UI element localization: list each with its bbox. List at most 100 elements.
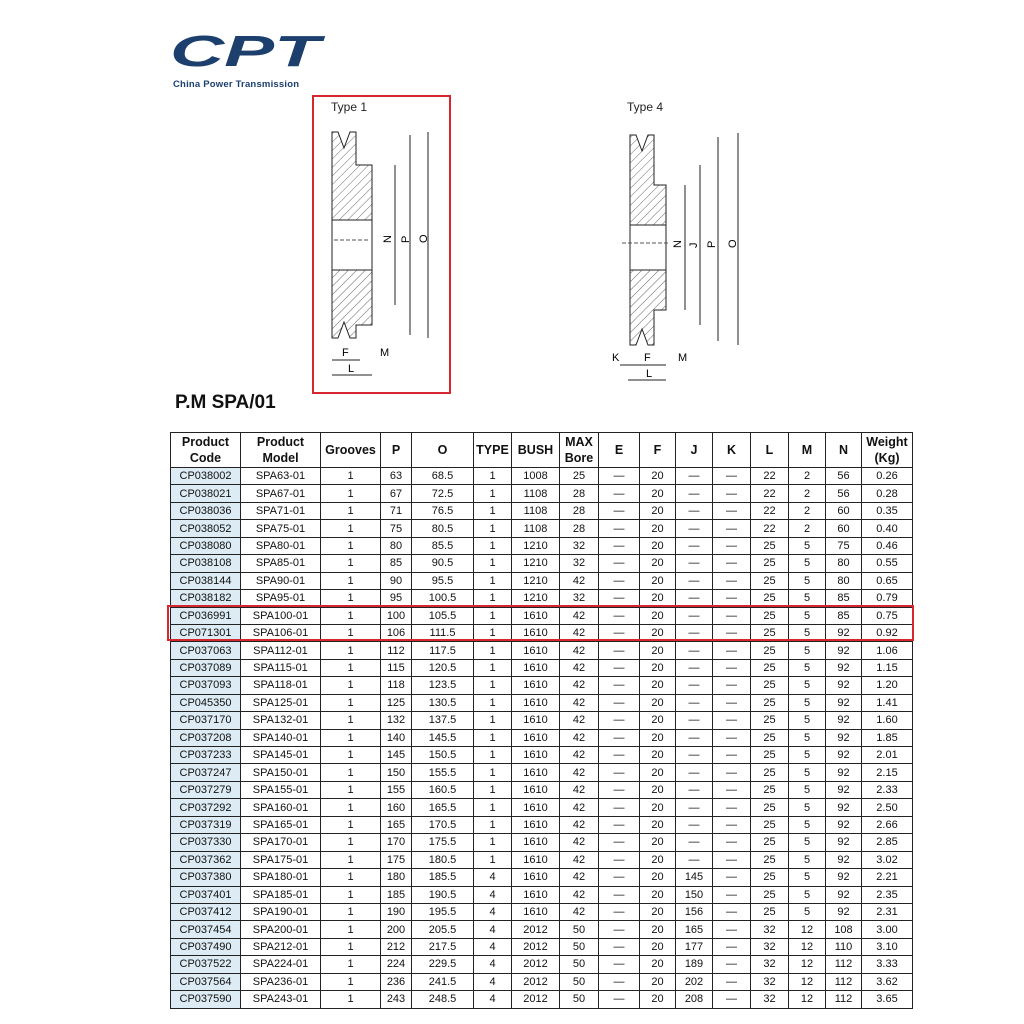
table-cell: 2.66 <box>861 815 913 835</box>
product-code-cell: CP037490 <box>170 937 241 957</box>
table-cell: — <box>598 693 640 713</box>
table-cell: — <box>598 850 640 870</box>
table-cell: 0.92 <box>861 623 913 643</box>
table-cell: 1 <box>320 641 381 660</box>
table-row: CP037490 SPA212-01 1 212 217.5 4 2012 50—20 177—… <box>170 937 913 957</box>
table-cell: 2012 <box>511 955 560 974</box>
table-cell: — <box>598 606 640 625</box>
table-cell: 1 <box>320 972 381 992</box>
table-cell: 92 <box>825 902 862 922</box>
table-cell: — <box>712 623 751 643</box>
table-cell: — <box>598 728 640 748</box>
table-cell: 56 <box>825 484 862 503</box>
table-cell: 112 <box>825 955 862 974</box>
table-cell: — <box>598 554 640 573</box>
table-cell: 1 <box>320 763 381 782</box>
table-cell: 132 <box>380 711 412 730</box>
table-cell: 1610 <box>511 868 560 887</box>
table-cell: 20 <box>639 868 676 887</box>
type1-label: Type 1 <box>331 100 368 114</box>
table-cell: — <box>712 693 751 713</box>
table-cell: 5 <box>788 780 826 800</box>
table-cell: 190.5 <box>411 885 474 904</box>
table-cell: 12 <box>788 990 826 1009</box>
table-cell: 92 <box>825 763 862 782</box>
table-cell: SPA140-01 <box>240 728 321 748</box>
table-cell: — <box>712 484 751 503</box>
table-cell: 67 <box>380 484 412 503</box>
svg-text:F: F <box>644 352 651 364</box>
table-cell: 5 <box>788 885 826 904</box>
table-cell: 1610 <box>511 798 560 817</box>
product-code-cell: CP037247 <box>170 763 241 782</box>
table-cell: 1610 <box>511 693 560 713</box>
table-cell: 2.35 <box>861 885 913 904</box>
table-cell: 160 <box>380 798 412 817</box>
column-header: O <box>411 432 474 468</box>
table-cell: 1 <box>320 571 381 591</box>
table-cell: 32 <box>750 955 789 974</box>
table-cell: SPA95-01 <box>240 589 321 608</box>
table-cell: 95.5 <box>411 571 474 591</box>
table-cell: 3.00 <box>861 920 913 939</box>
table-cell: 20 <box>639 501 676 521</box>
table-cell: 85 <box>825 589 862 608</box>
table-cell: 1 <box>473 676 512 695</box>
table-cell: 137.5 <box>411 711 474 730</box>
table-cell: 123.5 <box>411 676 474 695</box>
table-cell: 1210 <box>511 536 560 556</box>
table-cell: 1 <box>473 466 512 486</box>
table-cell: 5 <box>788 763 826 782</box>
svg-text:L: L <box>348 363 354 375</box>
product-code-cell: CP038052 <box>170 519 241 538</box>
table-cell: 1.06 <box>861 641 913 660</box>
table-cell: 50 <box>559 972 599 992</box>
table-cell: 208 <box>675 990 713 1009</box>
table-cell: 1 <box>320 745 381 765</box>
table-cell: 1.60 <box>861 711 913 730</box>
table-cell: 1 <box>320 920 381 939</box>
column-header: BUSH <box>511 432 560 468</box>
table-cell: 80 <box>825 571 862 591</box>
table-cell: 92 <box>825 658 862 678</box>
table-cell: 20 <box>639 745 676 765</box>
table-cell: 3.62 <box>861 972 913 992</box>
table-cell: 22 <box>750 484 789 503</box>
product-code-cell: CP037170 <box>170 711 241 730</box>
table-cell: 1610 <box>511 711 560 730</box>
table-cell: 1610 <box>511 641 560 660</box>
table-cell: 20 <box>639 815 676 835</box>
table-cell: 20 <box>639 850 676 870</box>
table-row: CP037564 SPA236-01 1 236 241.5 4 2012 50—20 202—… <box>170 972 913 992</box>
table-cell: — <box>712 833 751 852</box>
table-cell: 1 <box>473 536 512 556</box>
table-row: CP037319 SPA165-01 1 165 170.5 1 1610 42—20— —25… <box>170 815 913 835</box>
table-cell: 180.5 <box>411 850 474 870</box>
table-cell: — <box>675 693 713 713</box>
table-cell: 25 <box>750 711 789 730</box>
table-cell: 145 <box>675 868 713 887</box>
table-cell: 0.26 <box>861 466 913 486</box>
table-cell: 95 <box>380 589 412 608</box>
table-cell: 1 <box>473 711 512 730</box>
table-cell: 106 <box>380 623 412 643</box>
product-code-cell: CP037590 <box>170 990 241 1009</box>
table-cell: — <box>675 780 713 800</box>
table-cell: 1 <box>320 850 381 870</box>
svg-text:N: N <box>672 240 684 248</box>
table-cell: SPA170-01 <box>240 833 321 852</box>
table-cell: 92 <box>825 798 862 817</box>
table-cell: 5 <box>788 676 826 695</box>
table-cell: 5 <box>788 641 826 660</box>
table-cell: 2012 <box>511 972 560 992</box>
table-cell: 1 <box>473 484 512 503</box>
table-cell: 224 <box>380 955 412 974</box>
table-cell: — <box>712 798 751 817</box>
table-cell: 1008 <box>511 466 560 486</box>
column-header: E <box>598 432 640 468</box>
table-cell: 5 <box>788 623 826 643</box>
table-cell: 92 <box>825 850 862 870</box>
table-cell: 42 <box>559 571 599 591</box>
table-cell: 20 <box>639 955 676 974</box>
table-row: CP038080 SPA80-01 1 80 85.5 1 1210 32—20— —25 5 75… <box>170 536 913 556</box>
